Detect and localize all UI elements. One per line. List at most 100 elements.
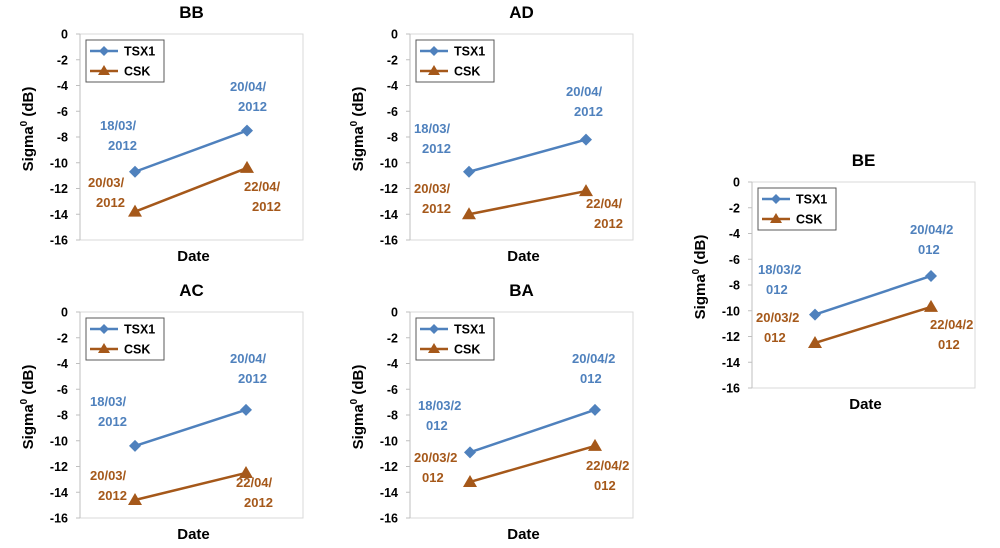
- data-label: 22/04/2: [586, 458, 629, 473]
- y-tick-label: -12: [380, 460, 398, 474]
- data-label: 20/04/: [230, 351, 267, 366]
- legend: TSX1 CSK: [85, 317, 165, 361]
- data-point-triangle: [808, 335, 822, 348]
- y-tick-label: -4: [57, 79, 68, 93]
- data-label: 2012: [252, 199, 281, 214]
- y-tick-label: -4: [387, 79, 398, 93]
- y-tick-label: -16: [722, 382, 740, 396]
- legend: TSX1 CSK: [415, 317, 495, 361]
- chart-title: AD: [509, 3, 534, 22]
- y-tick-label: -8: [387, 131, 398, 145]
- data-label: 20/03/2: [756, 310, 799, 325]
- y-axis-title-sup: 0: [349, 120, 360, 126]
- data-label: 012: [766, 282, 788, 297]
- data-point-triangle: [128, 492, 142, 505]
- series-line: [134, 471, 247, 502]
- x-axis-title: Date: [177, 526, 210, 543]
- data-label: 2012: [98, 488, 127, 503]
- y-axis-title: Sigma0 (dB): [691, 235, 709, 320]
- data-point-triangle: [462, 207, 476, 220]
- data-point-diamond: [240, 403, 252, 416]
- data-point-triangle: [239, 465, 253, 478]
- legend-marker-diamond: [771, 194, 781, 204]
- data-point-triangle: [579, 184, 593, 197]
- legend-marker-triangle: [98, 343, 110, 353]
- legend-marker-triangle: [98, 65, 110, 75]
- y-axis-title-unit: (dB): [692, 235, 709, 269]
- y-tick-label: 0: [391, 306, 398, 320]
- y-tick-label: -14: [380, 486, 398, 500]
- data-label: 18/03/: [100, 118, 137, 133]
- data-label: 20/03/: [90, 468, 127, 483]
- series-line: [468, 138, 587, 173]
- data-label: 2012: [574, 104, 603, 119]
- y-tick-label: -8: [729, 279, 740, 293]
- data-label: 012: [594, 478, 616, 493]
- series-line: [814, 274, 932, 316]
- y-tick-label: -6: [57, 105, 68, 119]
- y-axis-title: Sigma0 (dB): [19, 87, 37, 172]
- data-point-triangle: [128, 204, 142, 217]
- y-tick-label: -2: [387, 53, 398, 67]
- legend-marker-triangle: [428, 343, 440, 353]
- y-tick-label: -12: [722, 330, 740, 344]
- data-label: 2012: [98, 414, 127, 429]
- y-tick-label: -10: [380, 434, 398, 448]
- data-label: 20/04/: [566, 84, 603, 99]
- y-tick-label: 0: [391, 28, 398, 42]
- y-tick-label: -8: [387, 409, 398, 423]
- data-label: 2012: [96, 195, 125, 210]
- legend-label-csk: CSK: [124, 65, 150, 79]
- y-axis-title-main: Sigma: [20, 126, 37, 172]
- series-line: [134, 166, 248, 213]
- series-line: [468, 189, 587, 216]
- legend-label-tsx1: TSX1: [124, 45, 155, 59]
- y-axis-title-unit: (dB): [350, 87, 367, 121]
- y-tick-label: -4: [729, 227, 740, 241]
- y-tick-label: -8: [57, 409, 68, 423]
- y-tick-label: -10: [722, 304, 740, 318]
- legend-marker-triangle: [428, 65, 440, 75]
- data-point-diamond: [463, 165, 475, 178]
- data-label: 2012: [108, 138, 137, 153]
- y-axis-title-sup: 0: [691, 268, 702, 274]
- data-label: 20/04/: [230, 79, 267, 94]
- legend: TSX1 CSK: [757, 187, 837, 231]
- y-axis-title-unit: (dB): [20, 365, 37, 399]
- x-axis-title: Date: [849, 396, 882, 413]
- y-tick-label: -10: [380, 156, 398, 170]
- data-label: 2012: [244, 495, 273, 510]
- y-tick-label: -6: [57, 383, 68, 397]
- data-point-diamond: [925, 269, 937, 282]
- legend-label-csk: CSK: [454, 343, 480, 357]
- data-label: 20/03/: [414, 181, 451, 196]
- data-point-triangle: [924, 299, 938, 312]
- chart-title: BA: [509, 281, 534, 300]
- y-tick-label: 0: [733, 176, 740, 190]
- legend-marker-diamond: [429, 324, 439, 334]
- y-tick-label: 0: [61, 306, 68, 320]
- data-point-triangle: [240, 160, 254, 173]
- y-tick-label: -16: [380, 512, 398, 526]
- legend-label-tsx1: TSX1: [454, 323, 485, 337]
- data-label: 2012: [238, 371, 267, 386]
- y-axis-title-unit: (dB): [350, 365, 367, 399]
- data-label: 012: [426, 418, 448, 433]
- legend-marker-diamond: [429, 46, 439, 56]
- data-label: 18/03/: [414, 121, 451, 136]
- data-label: 20/03/2: [414, 450, 457, 465]
- data-point-diamond: [809, 308, 821, 321]
- legend-marker-diamond: [99, 324, 109, 334]
- legend-label-csk: CSK: [796, 213, 822, 227]
- y-axis-title-main: Sigma: [20, 404, 37, 450]
